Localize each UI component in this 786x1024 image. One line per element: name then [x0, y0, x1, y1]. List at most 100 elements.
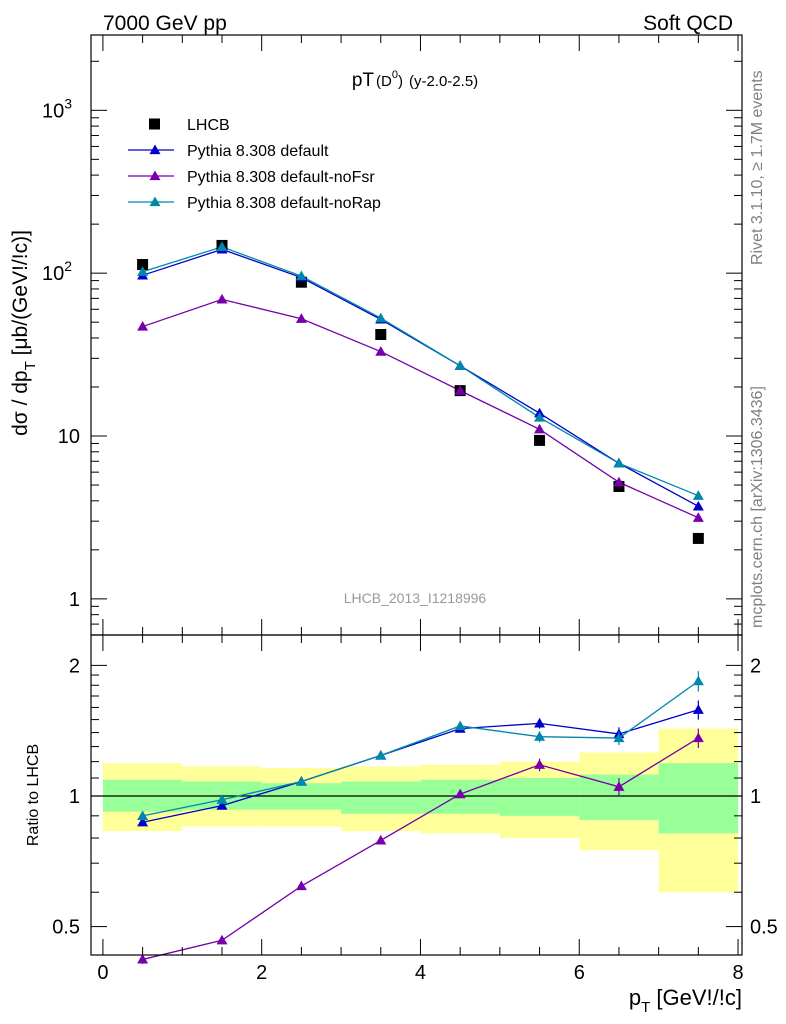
x-axis-label-subscript: T	[641, 999, 650, 1016]
x-axis-label: pT [GeV!/!c]	[629, 985, 742, 1016]
ratio-inner-band	[341, 781, 421, 814]
ratio-point-marker	[295, 880, 307, 891]
plot-title-main: pT	[352, 70, 375, 91]
main-y-axis-label: dσ / dpT [μb/(GeV!/!c)]	[9, 230, 39, 436]
data-point-marker	[692, 532, 704, 544]
ratio-y-tick-label-right: 2	[750, 655, 761, 677]
mc-point-marker	[375, 312, 387, 323]
data-point-marker	[137, 259, 149, 271]
ratio-series-line	[142, 680, 699, 817]
legend-label: Pythia 8.308 default-noFsr	[187, 169, 375, 186]
ratio-point-marker	[454, 788, 466, 799]
mc-point-marker	[375, 346, 387, 356]
legend-marker	[149, 118, 160, 130]
ratio-point-marker	[692, 704, 704, 714]
data-point-marker	[613, 480, 625, 492]
main-y-tick-label: 103	[42, 95, 72, 122]
ratio-ticks-layer: 0.5 0.5 1 1 2 2 0 2 4 6 8	[52, 635, 778, 984]
ratio-inner-band	[499, 778, 580, 816]
legend-marker	[149, 196, 161, 207]
mc-point-marker	[295, 270, 307, 281]
data-point-marker	[295, 276, 307, 288]
ratio-y-tick-label-right: 0.5	[750, 917, 778, 939]
mc-point-marker	[137, 266, 149, 276]
ratio-point-marker	[534, 759, 546, 769]
mc-point-marker	[454, 360, 466, 370]
ratio-series-layer	[137, 671, 704, 964]
ratio-plot-panel: 0.5 0.5 1 1 2 2 0 2 4 6 8 Ratio to LHCB pT [GeV!/!…	[25, 634, 778, 1016]
legend-label: Pythia 8.308 default	[187, 143, 329, 160]
plot-title-paren: (D	[376, 73, 392, 90]
ratio-point-marker	[692, 732, 704, 743]
ratio-point-marker	[534, 717, 546, 728]
x-tick-label: 2	[256, 962, 267, 984]
main-y-tick-label: 1	[69, 589, 80, 611]
mc-point-marker	[137, 321, 149, 331]
ratio-inner-band	[658, 763, 739, 834]
data-point-marker	[534, 434, 546, 446]
main-series-line	[142, 298, 699, 519]
mc-point-marker	[454, 385, 466, 395]
ratio-point-marker	[375, 834, 387, 845]
main-y-axis-label-unit: [μb/(GeV!/!c)]	[9, 230, 32, 361]
main-y-axis-label-subscript: T	[22, 361, 39, 370]
ratio-y-tick-label-left: 2	[69, 655, 80, 677]
mc-point-marker	[692, 490, 704, 500]
ratio-point-marker	[454, 720, 466, 731]
mc-point-marker	[692, 512, 704, 522]
main-plot-panel: 1 10 102 103 pT (D0) (y-2.0-2.5) LHCB_2013_I1…	[9, 34, 743, 636]
data-point-marker	[375, 329, 387, 341]
x-axis-label-main: p	[629, 985, 641, 1010]
legend-label: Pythia 8.308 default-noRap	[187, 195, 381, 212]
ratio-point-marker	[137, 953, 149, 964]
x-tick-label: 6	[574, 962, 585, 984]
legend: LHCB Pythia 8.308 default Pythia 8.308 def…	[128, 117, 381, 212]
main-series-layer	[137, 239, 704, 544]
ratio-y-tick-label-left: 0.5	[52, 917, 80, 939]
mc-point-marker	[534, 423, 546, 434]
ratio-plot-frame	[90, 634, 743, 956]
ratio-y-tick-label-right: 1	[750, 786, 761, 808]
plot-title-superscript: 0	[392, 69, 398, 81]
ratio-point-marker	[295, 775, 307, 786]
main-ticks-layer: 1 10 102 103	[42, 35, 742, 636]
ratio-series-line	[142, 709, 699, 823]
plot-title: pT (D0) (y-2.0-2.5)	[352, 69, 478, 91]
ratio-point-marker	[613, 781, 625, 791]
plot-title-close: )	[398, 73, 403, 90]
header-process: Soft QCD	[643, 12, 733, 35]
mc-point-marker	[613, 476, 625, 487]
ratio-series-line	[142, 737, 699, 961]
ratio-y-tick-label-left: 1	[69, 786, 80, 808]
plot-title-selection: (y-2.0-2.5)	[409, 73, 478, 90]
mc-point-marker	[534, 411, 546, 422]
ratio-point-marker	[613, 732, 625, 743]
legend-label: LHCB	[187, 117, 230, 134]
mc-point-marker	[295, 313, 307, 323]
ratio-uncertainty-bands	[102, 728, 739, 893]
mc-point-marker	[216, 241, 228, 252]
x-tick-label: 4	[415, 962, 426, 984]
ratio-point-marker	[216, 800, 228, 810]
analysis-watermark: LHCB_2013_I1218996	[344, 590, 487, 606]
mc-point-marker	[613, 457, 625, 468]
legend-marker	[149, 170, 161, 181]
x-axis-label-unit: [GeV!/!c]	[650, 985, 742, 1010]
ratio-point-marker	[216, 934, 228, 945]
ratio-y-axis-label: Ratio to LHCB	[25, 744, 42, 846]
ratio-point-marker	[137, 810, 149, 820]
ratio-point-marker	[216, 794, 228, 804]
rivet-version-label: Rivet 3.1.10, ≥ 1.7M events	[749, 70, 766, 265]
ratio-point-marker	[534, 731, 546, 741]
header-collision: 7000 GeV pp	[103, 12, 227, 35]
main-series-line	[142, 246, 699, 497]
mcplots-source-label: mcplots.cern.ch [arXiv:1306.3436]	[749, 386, 766, 628]
ratio-point-marker	[375, 749, 387, 760]
x-tick-label: 0	[97, 962, 108, 984]
main-y-tick-label: 10	[58, 426, 80, 448]
main-y-tick-label: 102	[42, 258, 72, 285]
ratio-point-marker	[137, 816, 149, 827]
ratio-point-marker	[692, 675, 704, 686]
